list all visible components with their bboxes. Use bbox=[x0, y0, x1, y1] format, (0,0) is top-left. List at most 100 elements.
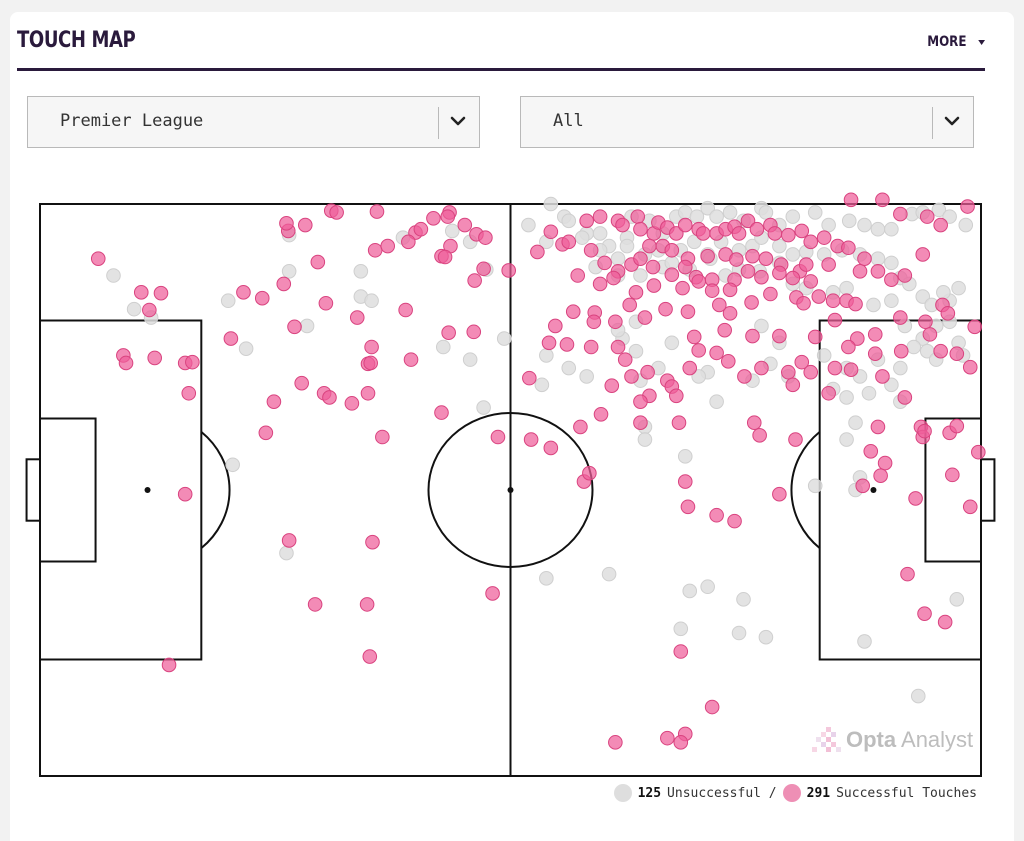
successful-count: 291 bbox=[806, 785, 831, 801]
successful-touch-point bbox=[660, 730, 675, 746]
successful-touch-point bbox=[700, 248, 715, 264]
successful-touch-point bbox=[593, 406, 609, 422]
centre-circle bbox=[427, 412, 594, 568]
successful-touch-point bbox=[704, 699, 720, 715]
successful-touch-point bbox=[875, 369, 890, 384]
successful-touch-point bbox=[671, 415, 687, 431]
successful-touch-point bbox=[949, 346, 965, 362]
successful-touch-point bbox=[322, 390, 337, 405]
unsuccessful-touch-point bbox=[364, 293, 379, 309]
successful-touch-point bbox=[364, 339, 379, 355]
unsuccessful-touch-point bbox=[444, 223, 460, 239]
successful-touch-point bbox=[490, 429, 506, 445]
successful-touch-point bbox=[884, 272, 899, 288]
successful-touch-point bbox=[729, 252, 744, 267]
successful-touch-point bbox=[918, 314, 933, 330]
unsuccessful-touch-point bbox=[857, 217, 872, 233]
unsuccessful-touch-point bbox=[731, 625, 747, 641]
successful-touch-point bbox=[686, 329, 702, 345]
successful-touch-point bbox=[597, 255, 612, 271]
successful-touch-point bbox=[821, 385, 836, 401]
successful-touch-point bbox=[543, 224, 559, 240]
successful-touch-point bbox=[276, 276, 292, 292]
right-penalty-arc bbox=[790, 431, 821, 549]
unsuccessful-touch-point bbox=[951, 280, 966, 296]
successful-touch-point bbox=[254, 290, 270, 306]
caret-down-icon bbox=[978, 39, 985, 45]
successful-touch-point bbox=[877, 455, 893, 471]
successful-touch-point bbox=[841, 240, 856, 256]
successful-touch-point bbox=[523, 432, 539, 447]
unsuccessful-legend-label: Unsuccessful / bbox=[667, 785, 777, 801]
unsuccessful-touch-point bbox=[884, 255, 899, 271]
successful-touch-point bbox=[897, 268, 913, 283]
logo-text-rest: Analyst bbox=[896, 727, 974, 752]
more-menu-button[interactable]: MORE bbox=[927, 34, 985, 50]
successful-touch-point bbox=[967, 319, 983, 335]
successful-touch-point bbox=[582, 465, 597, 481]
successful-touch-point bbox=[785, 270, 801, 286]
successful-touch-point bbox=[767, 226, 783, 241]
unsuccessful-touch-point bbox=[915, 289, 931, 304]
successful-legend-swatch bbox=[782, 784, 801, 802]
successful-touch-point bbox=[668, 388, 684, 404]
unsuccessful-touch-point bbox=[579, 369, 594, 384]
successful-touch-point bbox=[637, 310, 653, 325]
successful-touch-point bbox=[153, 285, 169, 301]
successful-touch-point bbox=[695, 226, 711, 241]
unsuccessful-touch-point bbox=[821, 217, 836, 233]
chevron-down-icon bbox=[450, 116, 466, 126]
successful-touch-point bbox=[803, 234, 819, 250]
unsuccessful-touch-point bbox=[496, 331, 512, 346]
successful-touch-point bbox=[608, 314, 623, 330]
touch-points bbox=[90, 192, 986, 750]
successful-touch-point bbox=[437, 249, 453, 265]
successful-touch-point bbox=[426, 211, 441, 226]
unsuccessful-touch-point bbox=[700, 579, 715, 595]
successful-touch-point bbox=[745, 248, 760, 264]
unsuccessful-touch-point bbox=[628, 343, 644, 359]
unsuccessful-touch-point bbox=[841, 213, 857, 229]
unsuccessful-touch-point bbox=[722, 205, 738, 220]
successful-touch-point bbox=[363, 355, 378, 371]
unsuccessful-touch-point bbox=[870, 221, 886, 237]
successful-touch-point bbox=[294, 375, 309, 391]
successful-touch-point bbox=[746, 415, 762, 431]
successful-touch-point bbox=[675, 280, 690, 296]
successful-touch-point bbox=[365, 534, 380, 550]
unsuccessful-touch-point bbox=[785, 209, 801, 224]
unsuccessful-touch-point bbox=[691, 369, 707, 384]
unsuccessful-touch-point bbox=[476, 400, 491, 415]
successful-touch-point bbox=[118, 355, 134, 371]
select-divider bbox=[932, 107, 933, 139]
logo-text-bold: Opta bbox=[846, 727, 897, 752]
successful-touch-point bbox=[329, 205, 344, 220]
unsuccessful-touch-point bbox=[949, 592, 965, 607]
successful-touch-point bbox=[798, 257, 814, 272]
successful-touch-point bbox=[745, 328, 760, 344]
unsuccessful-touch-point bbox=[677, 449, 693, 464]
successful-touch-point bbox=[380, 238, 396, 254]
successful-touch-point bbox=[960, 199, 975, 214]
competition-select[interactable]: Premier League bbox=[27, 96, 480, 148]
unsuccessful-touch-point bbox=[126, 301, 142, 317]
touch-type-select[interactable]: All bbox=[520, 96, 974, 148]
successful-touch-point bbox=[133, 285, 149, 300]
unsuccessful-touch-point bbox=[736, 592, 751, 607]
successful-touch-point bbox=[362, 649, 378, 664]
unsuccessful-touch-point bbox=[281, 263, 297, 279]
successful-touch-point bbox=[344, 396, 360, 411]
successful-touch-point bbox=[962, 499, 978, 515]
successful-legend-label: Successful Touches bbox=[836, 785, 977, 801]
successful-touch-point bbox=[933, 343, 948, 359]
successful-touch-point bbox=[722, 282, 738, 298]
unsuccessful-touch-point bbox=[839, 280, 854, 296]
successful-touch-point bbox=[548, 318, 563, 334]
successful-touch-point bbox=[310, 254, 326, 270]
successful-touch-point bbox=[754, 269, 769, 285]
successful-touch-point bbox=[466, 324, 482, 340]
successful-touch-point bbox=[740, 263, 756, 279]
unsuccessful-touch-point bbox=[857, 634, 872, 649]
successful-touch-point bbox=[677, 259, 693, 275]
successful-touch-point bbox=[434, 405, 449, 420]
